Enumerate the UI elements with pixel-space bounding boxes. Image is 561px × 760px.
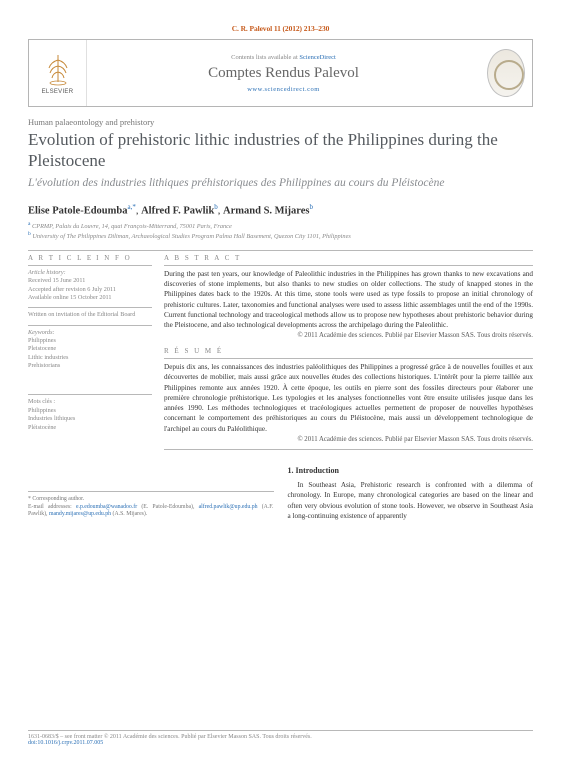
divider [28,394,152,395]
keyword: Prehistorians [28,362,152,370]
publisher-logo-cell: ELSEVIER [29,40,87,106]
corr-label: * Corresponding author. [28,496,274,504]
author-name: Alfred F. Pawlik [141,206,214,217]
mot-cle: Pléistocène [28,424,152,432]
keyword: Lithic industries [28,354,152,362]
accepted-line: Accepted after revision 6 July 2011 [28,286,152,294]
divider [164,358,533,359]
divider [164,449,533,450]
section-label: Human palaeontology and prehistory [28,117,533,127]
email-name: (E. Patole-Edoumba), [141,504,194,510]
mot-cle: Industries lithiques [28,415,152,423]
keyword: Pleistocene [28,345,152,353]
author-sup: b [309,203,313,211]
mots-label: Mots clés : [28,398,152,406]
mot-cle: Philippines [28,407,152,415]
author-name: Armand S. Mijares [223,206,309,217]
abstract-text: During the past ten years, our knowledge… [164,269,533,330]
journal-center: Contents lists available at ScienceDirec… [87,40,480,106]
journal-title: Comptes Rendus Palevol [208,65,359,82]
resume-text: Depuis dix ans, les connaissances des in… [164,362,533,434]
keyword: Philippines [28,337,152,345]
author-sup: a,* [127,203,135,211]
intro-paragraph: In Southeast Asia, Prehistoric research … [288,480,534,521]
email-label: E-mail addresses: [28,504,72,510]
article-info-head: A R T I C L E I N F O [28,254,152,262]
sciencedirect-link[interactable]: ScienceDirect [299,54,335,61]
journal-cover-icon [487,49,525,97]
keywords-block: Keywords: Philippines Pleistocene Lithic… [28,329,152,371]
divider [164,265,533,266]
abstract-head: A B S T R A C T [164,254,533,262]
contents-prefix: Contents lists available at [231,54,298,61]
doi-link[interactable]: doi:10.1016/j.crpv.2011.07.005 [28,740,533,746]
correspondence-block: * Corresponding author. E-mail addresses… [28,491,274,519]
mots-cles-block: Mots clés : Philippines Industries lithi… [28,398,152,431]
citation-header: C. R. Palevol 11 (2012) 213–230 [28,20,533,39]
author-name: Elise Patole-Edoumba [28,206,127,217]
head-word: A B S T R A C T [164,254,241,262]
affiliations: a CPRMP, Palais du Louvre, 14, quai Fran… [28,221,533,242]
received-line: Received 15 June 2011 [28,277,152,285]
resume-copyright: © 2011 Académie des sciences. Publié par… [164,436,533,443]
email-link[interactable]: e.p.edoumba@wanadoo.fr [76,504,137,510]
elsevier-tree-icon [43,52,73,88]
article-history: Article history: Received 15 June 2011 A… [28,269,152,302]
invitation-line: Written on invitation of the Editorial B… [28,311,152,319]
journal-cover-cell [480,40,532,106]
head-word: I N F O [96,254,132,262]
divider [28,250,533,251]
author-sup: b [214,203,218,211]
affiliation-a: CPRMP, Palais du Louvre, 14, quai Franço… [32,223,232,230]
page-footer: 1631-0683/$ – see front matter © 2011 Ac… [28,730,533,746]
journal-url[interactable]: www.sciencedirect.com [247,86,320,93]
divider [28,325,152,326]
affiliation-b: University of The Philippines Diliman, A… [32,233,350,240]
article-title: Evolution of prehistoric lithic industri… [28,130,533,171]
publisher-label: ELSEVIER [42,89,74,95]
contents-available-line: Contents lists available at ScienceDirec… [231,54,336,61]
article-subtitle: L'évolution des industries lithiques pré… [28,176,533,191]
email-link[interactable]: alfred.pawlik@up.edu.ph [199,504,258,510]
intro-heading: 1. Introduction [288,465,534,476]
abstract-copyright: © 2011 Académie des sciences. Publié par… [164,332,533,339]
divider [28,265,152,266]
journal-header-box: ELSEVIER Contents lists available at Sci… [28,39,533,107]
author-list: Elise Patole-Edoumbaa,*, Alfred F. Pawli… [28,203,533,217]
divider [28,307,152,308]
resume-head: R É S U M É [164,347,533,355]
email-name: (A.S. Mijares). [113,511,148,517]
head-word: A R T I C L E [28,254,93,262]
email-link[interactable]: mandy.mijares@up.edu.ph [49,511,111,517]
keywords-label: Keywords: [28,329,152,337]
online-line: Available online 15 October 2011 [28,294,152,302]
history-label: Article history: [28,269,152,277]
